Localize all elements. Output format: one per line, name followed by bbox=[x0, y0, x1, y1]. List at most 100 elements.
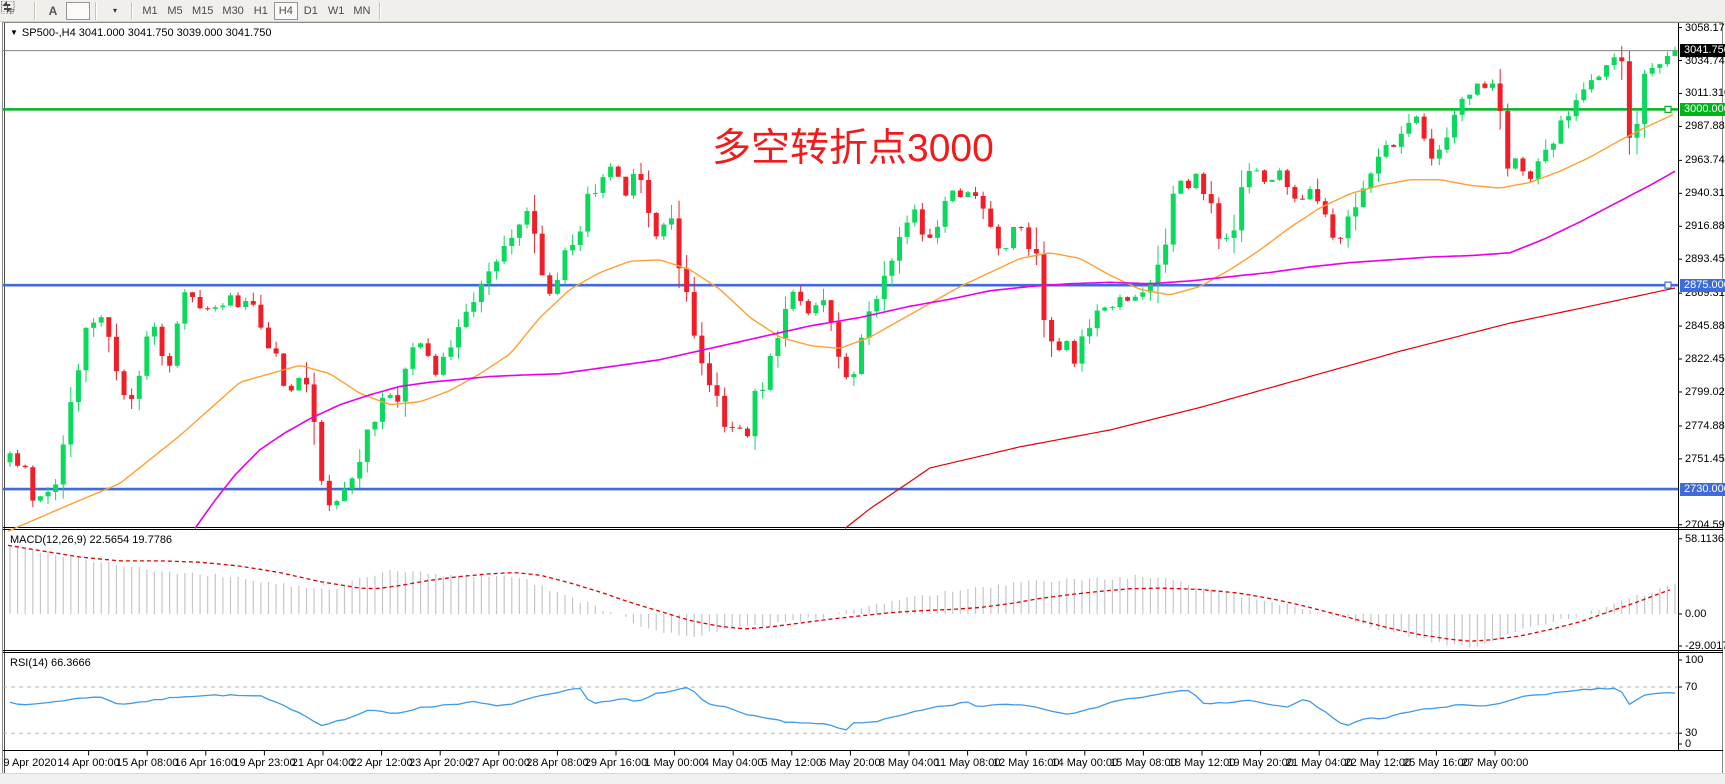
time-axis-label[interactable]: 29 Apr 16:00 bbox=[584, 757, 648, 769]
time-axis-label[interactable]: 9 Apr 2020 bbox=[3, 757, 57, 769]
macd-pane[interactable] bbox=[7, 544, 1676, 648]
candle-body bbox=[342, 488, 348, 502]
candle-body bbox=[919, 209, 925, 235]
candle-body bbox=[1490, 83, 1496, 88]
candle-body bbox=[547, 275, 553, 294]
collapse-triangle-icon[interactable]: ▼ bbox=[10, 28, 18, 37]
toolbar-separator bbox=[34, 1, 36, 20]
candle-body bbox=[1299, 198, 1305, 200]
candle-body bbox=[676, 218, 682, 269]
time-axis-label[interactable]: 21 May 04:00 bbox=[1285, 757, 1353, 769]
timeframe-button-h4[interactable]: H4 bbox=[273, 1, 298, 20]
candle-body bbox=[387, 395, 393, 398]
time-axis-label[interactable]: 11 May 08:00 bbox=[934, 757, 1001, 769]
time-axis-label[interactable]: 22 May 12:00 bbox=[1344, 757, 1412, 769]
candle-body bbox=[859, 337, 865, 375]
rsi-axis-tick: 100 bbox=[1685, 654, 1704, 666]
candle-body bbox=[630, 174, 636, 196]
timeframe-button-h1[interactable]: H1 bbox=[253, 4, 268, 17]
candle-body bbox=[1360, 188, 1366, 208]
time-axis-label[interactable]: 23 Apr 20:00 bbox=[408, 757, 472, 769]
price-axis-tick: 2751.450 bbox=[1685, 452, 1725, 465]
candle-body bbox=[623, 176, 629, 196]
macd-signal-line bbox=[7, 544, 1671, 642]
rsi-pane[interactable] bbox=[3, 686, 1678, 734]
time-axis-label[interactable]: 18 May 12:00 bbox=[1168, 757, 1236, 769]
candle-body bbox=[68, 402, 74, 445]
time-axis-label[interactable]: 27 Apr 00:00 bbox=[467, 757, 530, 769]
time-axis-label[interactable]: 27 May 00:00 bbox=[1461, 757, 1529, 769]
time-axis-label[interactable]: 8 May 04:00 bbox=[878, 757, 940, 769]
candle-body bbox=[798, 291, 804, 302]
candle-body bbox=[1231, 230, 1237, 238]
time-axis-label[interactable]: 12 May 16:00 bbox=[992, 757, 1060, 769]
time-axis-label[interactable]: 22 Apr 12:00 bbox=[350, 757, 413, 769]
time-axis-label[interactable]: 28 Apr 08:00 bbox=[526, 757, 589, 769]
candle-body bbox=[1566, 116, 1572, 121]
candle-body bbox=[1018, 226, 1024, 228]
time-axis-label[interactable]: 5 May 12:00 bbox=[761, 757, 823, 769]
arrows-tool-button[interactable]: ▾ bbox=[2, 1, 126, 20]
candle-body bbox=[1254, 170, 1260, 172]
candle-body bbox=[1193, 173, 1199, 189]
time-axis-label[interactable]: 16 Apr 16:00 bbox=[174, 757, 237, 769]
time-axis-label[interactable]: 14 May 00:00 bbox=[1051, 757, 1119, 769]
candle-body bbox=[1634, 123, 1640, 138]
time-axis-label[interactable]: 1 May 00:00 bbox=[644, 757, 705, 769]
candle-body bbox=[380, 397, 386, 422]
time-axis-label[interactable]: 14 Apr 00:00 bbox=[57, 757, 120, 769]
hline-handle[interactable] bbox=[1664, 281, 1672, 289]
candle-body bbox=[144, 336, 150, 376]
time-axis-label[interactable]: 15 Apr 08:00 bbox=[115, 757, 179, 769]
candle-body bbox=[1117, 297, 1123, 308]
draw-text-tool-button[interactable]: A bbox=[41, 2, 65, 20]
candle-body bbox=[1011, 226, 1017, 249]
timeframe-button-m15[interactable]: M15 bbox=[192, 4, 214, 17]
horizontal-lines-layer[interactable] bbox=[3, 105, 1678, 491]
candle-body bbox=[615, 166, 621, 177]
timeframe-button-m5[interactable]: M5 bbox=[167, 4, 183, 17]
candle-body bbox=[1056, 341, 1062, 351]
candle-body bbox=[1147, 282, 1153, 293]
candle-body bbox=[585, 193, 591, 232]
timeframe-button-mn[interactable]: MN bbox=[353, 4, 371, 17]
candle-body bbox=[189, 292, 195, 297]
candles-layer[interactable] bbox=[7, 46, 1678, 512]
candle-body bbox=[1132, 296, 1138, 301]
time-axis-label[interactable]: 21 Apr 04:00 bbox=[291, 757, 355, 769]
candle-body bbox=[334, 501, 340, 506]
hline-handle[interactable] bbox=[1664, 105, 1672, 113]
candle-body bbox=[349, 478, 355, 489]
candle-body bbox=[1094, 310, 1100, 329]
candle-body bbox=[752, 391, 758, 437]
candle-body bbox=[1368, 173, 1374, 189]
candle-body bbox=[1375, 156, 1381, 174]
candle-body bbox=[75, 370, 81, 403]
timeframe-button-m30[interactable]: M30 bbox=[222, 4, 244, 17]
time-axis-label[interactable]: 19 Apr 23:00 bbox=[233, 757, 296, 769]
time-axis-label[interactable]: 19 May 20:00 bbox=[1227, 757, 1294, 769]
ma-fast-line bbox=[7, 113, 1674, 532]
timeframe-button-d1[interactable]: D1 bbox=[303, 4, 318, 17]
time-axis-label[interactable]: 4 May 04:00 bbox=[702, 757, 764, 769]
timeframe-button-w1[interactable]: W1 bbox=[327, 4, 345, 17]
candle-body bbox=[220, 305, 226, 308]
toolbar-separator bbox=[379, 1, 382, 20]
candle-body bbox=[592, 192, 598, 194]
chart-title: ▼ SP500-,H4 3041.000 3041.750 3039.000 30… bbox=[10, 27, 272, 39]
candle-body bbox=[258, 304, 264, 328]
candle-body bbox=[1079, 336, 1085, 364]
time-axis-label[interactable]: 15 May 08:00 bbox=[1110, 757, 1177, 769]
time-axis-label[interactable]: 6 May 20:00 bbox=[820, 757, 881, 769]
timeframe-button-m1[interactable]: M1 bbox=[142, 4, 158, 17]
candle-body bbox=[15, 453, 21, 466]
candle-body bbox=[570, 245, 576, 251]
candle-body bbox=[357, 461, 363, 479]
candle-body bbox=[775, 338, 781, 356]
time-axis-label[interactable]: 25 May 16:00 bbox=[1403, 757, 1470, 769]
candle-body bbox=[1269, 179, 1275, 182]
chart-text-annotation[interactable]: 多空转折点3000 bbox=[712, 127, 994, 170]
candle-body bbox=[463, 311, 469, 328]
